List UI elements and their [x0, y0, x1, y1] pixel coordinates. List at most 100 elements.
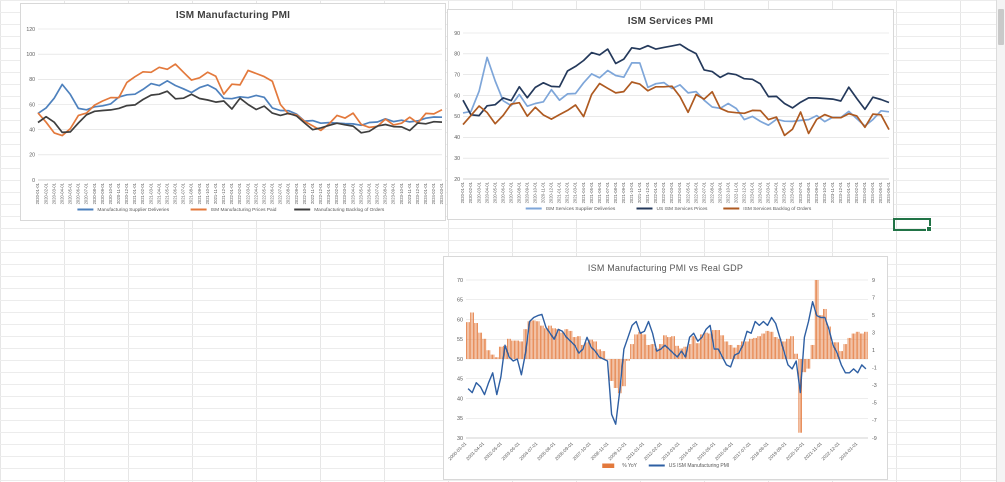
bar — [574, 337, 575, 359]
bar — [820, 315, 822, 359]
bar — [734, 347, 735, 359]
x-axis-tick-label: 2021-10-01 — [205, 182, 210, 204]
bar — [772, 331, 774, 359]
bar — [613, 359, 615, 388]
x-axis-tick-label: 2024-06-01 — [886, 181, 891, 203]
bar — [699, 334, 701, 359]
bar — [719, 330, 720, 359]
bar — [849, 337, 850, 359]
bar — [604, 351, 606, 359]
bar — [753, 337, 755, 359]
bar — [746, 341, 748, 359]
bar — [832, 342, 834, 359]
bar — [825, 308, 827, 359]
bar — [509, 338, 511, 359]
x-axis-tick-label: 2023-07-01 — [798, 181, 803, 203]
chart-ism-pmi-vs-gdp[interactable]: ISM Manufacturing PMI vs Real GDP 30 35 40… — [443, 256, 888, 480]
bar — [556, 329, 558, 359]
x-axis-tick-label: 2023-10-01 — [822, 181, 827, 203]
legend-label: Manufacturing Backlog of Orders — [314, 207, 385, 213]
legend-item: ISM Services Backlog of Orders — [723, 206, 812, 212]
bar — [650, 344, 652, 359]
x-axis-tick-label: 2021-07-01 — [605, 181, 610, 203]
bar — [467, 322, 469, 359]
x-axis-tick-label: 2020-12-01 — [124, 182, 129, 204]
x-axis-tick-label: 2022-04-01 — [677, 181, 682, 203]
y-axis-tick-label: 100 — [26, 52, 35, 58]
x-axis-tick-label: 2022-01-01 — [653, 181, 658, 203]
x-axis-tick-label: 2023-11-01 — [407, 182, 412, 204]
chart-ism-manufacturing-pmi[interactable]: ISM Manufacturing PMI 0 20 40 60 80 100 120 202… — [20, 3, 446, 221]
y-axis-tick-label: 80 — [29, 77, 35, 83]
bar — [515, 340, 517, 359]
x-axis-tick-label: 2021-01-01 — [557, 181, 562, 203]
bar — [791, 336, 793, 359]
selected-cell[interactable] — [893, 218, 932, 232]
bar — [557, 329, 559, 359]
bar — [483, 338, 485, 359]
bar — [478, 332, 480, 359]
bar — [576, 336, 578, 359]
bar — [559, 329, 560, 359]
legend-swatch — [602, 463, 615, 468]
bar — [850, 337, 852, 359]
bar — [750, 338, 752, 359]
x-axis-tick-label: 2024-03-01 — [439, 182, 444, 204]
bar — [805, 359, 807, 373]
x-axis-tick-label: 2023-08-01 — [806, 181, 811, 203]
x-axis-tick-label: 2021-12-01 — [645, 181, 650, 203]
bar — [695, 343, 697, 359]
y-right-tick-label: -9 — [872, 436, 877, 442]
bar — [691, 336, 693, 359]
scrollbar-thumb[interactable] — [998, 9, 1004, 45]
bar — [697, 343, 699, 359]
bar — [823, 308, 824, 359]
bar — [550, 325, 552, 359]
x-axis-tick-label: 2023-07-01 — [375, 182, 380, 204]
bar — [498, 346, 500, 359]
bar — [571, 330, 573, 359]
x-axis-tick-label: 2021-03-01 — [148, 182, 153, 204]
x-axis-tick-label: 2022-09-01 — [294, 182, 299, 204]
bar — [582, 344, 584, 359]
bar — [831, 342, 833, 359]
y-axis-tick-label: 60 — [457, 317, 463, 323]
bar — [824, 308, 826, 359]
chart-title: ISM Services PMI — [627, 16, 714, 27]
x-axis-tick-label: 2022-03-01 — [669, 181, 674, 203]
bar — [720, 335, 722, 359]
bar — [721, 335, 723, 359]
vertical-scrollbar[interactable] — [996, 0, 1005, 482]
bar — [501, 346, 503, 359]
chart-ism-services-pmi[interactable]: ISM Services PMI 20 30 40 50 60 70 80 90 2020-01… — [447, 9, 894, 220]
y-axis-tick-label: 40 — [457, 396, 463, 402]
bar — [572, 337, 574, 359]
bar — [493, 354, 495, 359]
x-axis-tick-label: 2021-01-01 — [132, 182, 137, 204]
bar — [808, 359, 809, 369]
bar — [784, 341, 786, 359]
bar — [839, 351, 841, 359]
bar — [669, 337, 671, 359]
bar — [485, 338, 487, 359]
bar — [732, 347, 734, 359]
x-axis-tick-label: 2021-04-01 — [581, 181, 586, 203]
bar — [496, 357, 498, 359]
bar — [631, 344, 633, 359]
bar — [546, 328, 548, 359]
bar — [639, 331, 641, 359]
x-axis-tick-label: 2022-06-01 — [270, 182, 275, 204]
bar — [762, 333, 764, 359]
bar — [787, 338, 789, 359]
series-line-ism-services-backlog-of-orders — [462, 81, 890, 137]
y-axis-tick-label: 60 — [29, 102, 35, 108]
bar — [780, 338, 782, 359]
bar — [477, 323, 478, 359]
bar — [821, 315, 823, 359]
legend-item: Manufacturing Supplier Deliveries — [77, 207, 170, 213]
x-axis-tick-label: 2021-05-01 — [164, 182, 169, 204]
cell-fill-handle[interactable] — [926, 226, 932, 232]
bar — [537, 321, 539, 359]
bar — [591, 339, 593, 359]
